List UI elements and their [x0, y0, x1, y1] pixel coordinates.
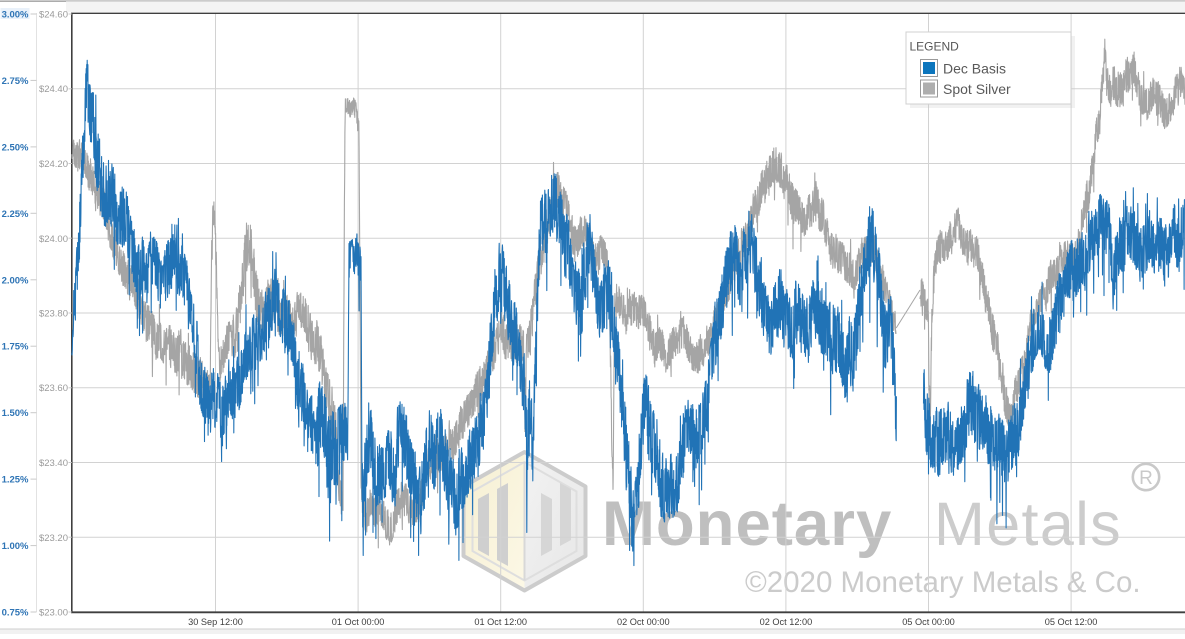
- svg-text:2.50%: 2.50%: [2, 142, 29, 153]
- svg-text:01 Oct 12:00: 01 Oct 12:00: [474, 617, 527, 627]
- svg-text:$23.60: $23.60: [39, 383, 68, 394]
- svg-text:2.75%: 2.75%: [2, 76, 29, 87]
- svg-text:3.00%: 3.00%: [2, 10, 29, 21]
- svg-text:Monetary: Monetary: [602, 489, 892, 559]
- svg-text:©2020 Monetary Metals & Co.: ©2020 Monetary Metals & Co.: [745, 566, 1141, 599]
- svg-text:1.25%: 1.25%: [2, 475, 29, 486]
- svg-text:1.00%: 1.00%: [2, 541, 29, 552]
- svg-text:Spot Silver: Spot Silver: [943, 81, 1011, 97]
- svg-text:$24.00: $24.00: [39, 234, 68, 245]
- svg-text:02 Oct 12:00: 02 Oct 12:00: [760, 617, 813, 627]
- svg-text:01 Oct 00:00: 01 Oct 00:00: [332, 617, 385, 627]
- svg-text:05 Oct 12:00: 05 Oct 12:00: [1045, 617, 1098, 627]
- svg-text:30 Sep 12:00: 30 Sep 12:00: [188, 617, 243, 627]
- svg-text:1.50%: 1.50%: [2, 408, 29, 419]
- svg-text:02 Oct 00:00: 02 Oct 00:00: [617, 617, 670, 627]
- svg-text:$23.40: $23.40: [39, 458, 68, 469]
- svg-text:05 Oct 00:00: 05 Oct 00:00: [902, 617, 955, 627]
- svg-text:$23.20: $23.20: [39, 533, 68, 544]
- svg-text:$24.60: $24.60: [39, 10, 68, 21]
- svg-text:$23.80: $23.80: [39, 309, 68, 320]
- svg-text:$24.20: $24.20: [39, 159, 68, 170]
- svg-text:Metals: Metals: [934, 490, 1122, 558]
- svg-text:Dec Basis: Dec Basis: [943, 61, 1006, 77]
- svg-text:LEGEND: LEGEND: [910, 40, 960, 54]
- svg-text:2.00%: 2.00%: [2, 275, 29, 286]
- svg-text:R: R: [1139, 468, 1153, 489]
- svg-text:0.75%: 0.75%: [2, 608, 29, 619]
- svg-text:2.25%: 2.25%: [2, 209, 29, 220]
- svg-text:$23.00: $23.00: [39, 608, 68, 619]
- svg-text:$24.40: $24.40: [39, 84, 68, 95]
- svg-text:1.75%: 1.75%: [2, 342, 29, 353]
